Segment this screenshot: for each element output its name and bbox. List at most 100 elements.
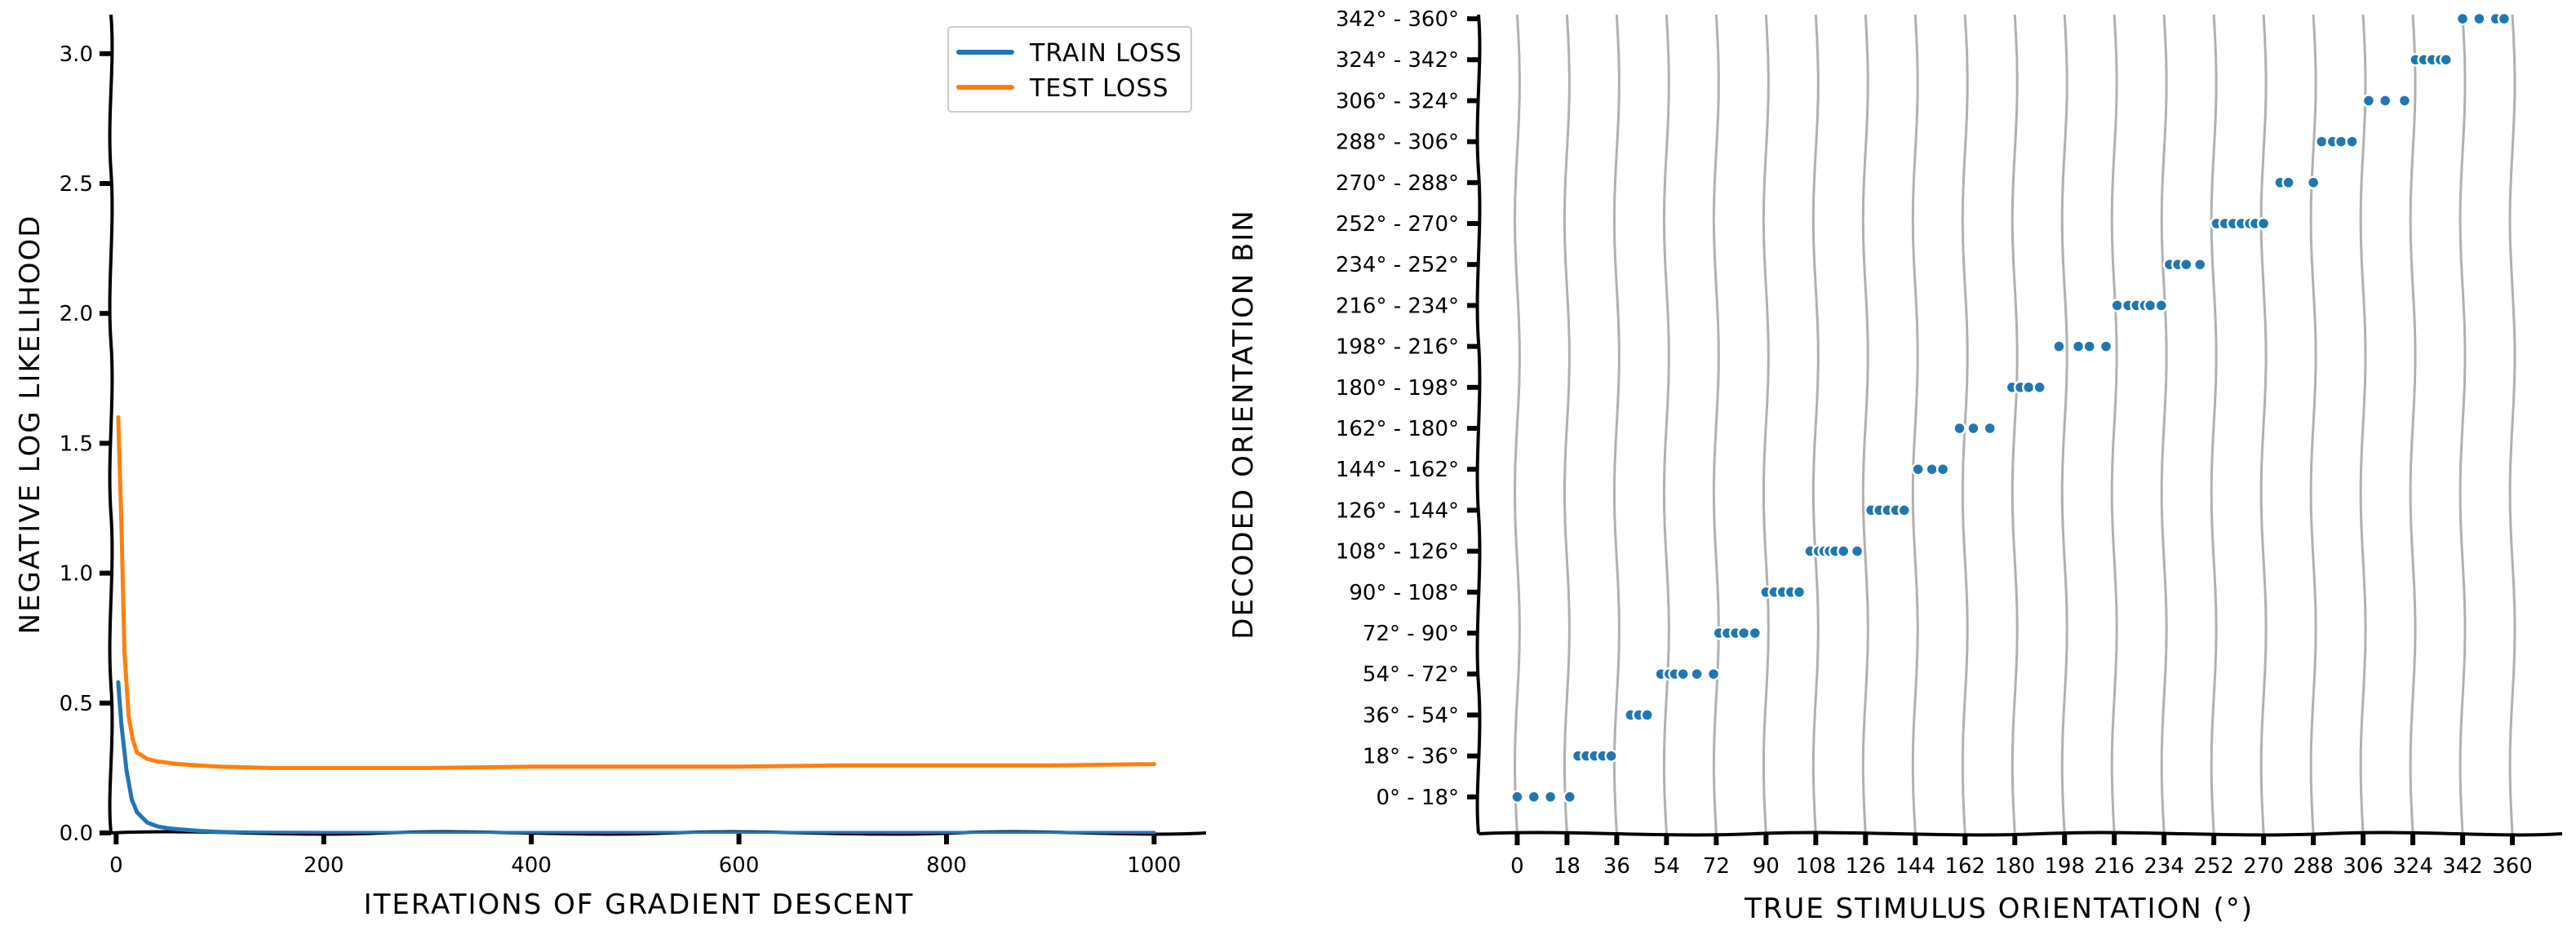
right-y-tick-label: 144° - 162° [1336,458,1459,482]
scatter-point [2345,135,2359,148]
right-y-tick-label: 108° - 126° [1336,540,1459,565]
scatter-point [1897,503,1911,517]
left-y-tick-label: 3.0 [60,42,93,67]
right-y-tick-label: 288° - 306° [1336,131,1459,155]
scatter-point [1792,585,1807,600]
series-line-1 [116,415,1156,770]
grid-line [2359,14,2367,835]
right-y-tick-label: 36° - 54° [1363,703,1459,728]
left-y-tick-label: 0.5 [60,692,93,716]
scatter-point [2033,380,2046,395]
right-x-tick-label: 270 [2243,854,2284,879]
scatter-point [2071,339,2086,353]
right-y-tick-label: 306° - 324° [1336,89,1459,113]
scatter-point [1604,749,1618,763]
decoding-chart: 0° - 18° 18° - 36° 36° - 54° 54° - 72° 72° -… [1227,7,2563,925]
right-x-tick-label: 54 [1653,854,1680,879]
legend-label-1: TEST LOSS [1029,74,1169,103]
scatter-point [1527,790,1541,804]
right-x-tick-label: 216 [2094,854,2135,879]
scatter-point [1690,667,1704,681]
left-x-tick-label: 1000 [1127,853,1181,878]
right-x-tick-label: 360 [2492,854,2533,879]
scatter-point [2154,299,2169,312]
scatter-point [2110,299,2124,312]
scatter-point [2143,299,2157,312]
grid-line [2110,14,2118,835]
left-x-tick-label: 800 [926,853,967,878]
grid-line [1762,14,1770,835]
right-y-tick-label: 54° - 72° [1363,662,1459,687]
scatter-point [1510,790,1524,804]
grid-line [1662,14,1670,835]
scatter-point [2281,175,2295,190]
right-x-tick-label: 234 [2144,854,2184,879]
grid-line [2409,14,2417,835]
right-y-axis-title: DECODED ORIENTATION BIN [1227,209,1260,639]
legend-frame [947,26,1192,113]
right-x-tick-label: 342 [2442,854,2483,879]
left-y-tick-label: 1.5 [60,432,93,456]
right-y-tick-label: 342° - 360° [1336,7,1459,32]
scatter-point [1543,790,1558,804]
left-y-tick-label: 1.0 [60,562,93,587]
scatter-point [1640,708,1654,722]
grid-line [2160,14,2168,835]
grid-line [2459,14,2467,835]
right-x-tick-label: 324 [2392,854,2433,879]
scatter-point [2455,11,2470,26]
grid-line [2011,14,2019,835]
right-y-tick-label: 162° - 180° [1336,417,1459,441]
left-y-axis-line [108,14,114,834]
right-x-tick-label: 36 [1603,854,1630,879]
right-y-tick-label: 324° - 342° [1336,48,1459,73]
scatter-point [2082,339,2096,353]
left-x-tick-label: 0 [109,853,123,878]
scatter-point [2497,11,2512,26]
right-x-tick-label: 162 [1944,854,1985,879]
right-x-tick-label: 72 [1703,854,1730,879]
left-y-axis-title: NEGATIVE LOG LIKELIHOOD [14,215,47,635]
left-x-tick-label: 400 [511,853,552,878]
right-x-tick-label: 306 [2343,854,2383,879]
scatter-point [2021,380,2036,395]
right-x-tick-label: 198 [2044,854,2085,879]
loss-chart: 0.00.51.01.52.02.53.0 0 200 400 600 800 1000 … [14,14,1207,921]
grid-line [2259,14,2268,835]
right-y-tick-label: 72° - 90° [1363,622,1459,646]
grid-line [1612,14,1621,835]
right-y-tick-label: 234° - 252° [1336,253,1459,277]
scatter-point [2052,339,2066,353]
right-x-tick-label: 252 [2193,854,2234,879]
right-x-tick-label: 18 [1554,854,1581,879]
left-x-axis-title: ITERATIONS OF GRADIENT DESCENT [364,888,915,921]
right-y-tick-label: 0° - 18° [1376,786,1459,810]
right-y-tick-label: 90° - 108° [1349,581,1459,605]
right-x-axis-line [1478,830,2563,837]
right-y-tick-label: 216° - 234° [1336,294,1459,318]
right-x-tick-label: 90 [1753,854,1780,879]
right-x-tick-label: 126 [1845,854,1886,879]
left-y-tick-label: 2.5 [60,172,93,197]
grid-line [2309,14,2317,835]
scatter-point [1706,667,1721,681]
grid-line [2210,14,2218,835]
right-y-axis-line [1475,14,1482,835]
grid-line [1861,14,1869,835]
right-y-tick-label: 18° - 36° [1363,745,1459,769]
legend: TRAIN LOSS TEST LOSS [947,26,1192,113]
right-x-axis-title: TRUE STIMULUS ORIENTATION (°) [1744,892,2254,925]
series-line-0 [116,680,1156,834]
grid-line [1563,14,1571,835]
right-y-tick-label: 198° - 216° [1336,335,1459,360]
scatter-point [2334,135,2348,148]
right-x-tick-label: 180 [1994,854,2035,879]
right-x-tick-label: 144 [1895,854,1935,879]
scatter-point [1911,462,1925,476]
right-x-tick-label: 108 [1795,854,1836,879]
scatter-point [2306,175,2321,190]
right-x-tick-label: 288 [2293,854,2334,879]
grid-line [1712,14,1720,835]
scatter-point [2179,257,2193,272]
